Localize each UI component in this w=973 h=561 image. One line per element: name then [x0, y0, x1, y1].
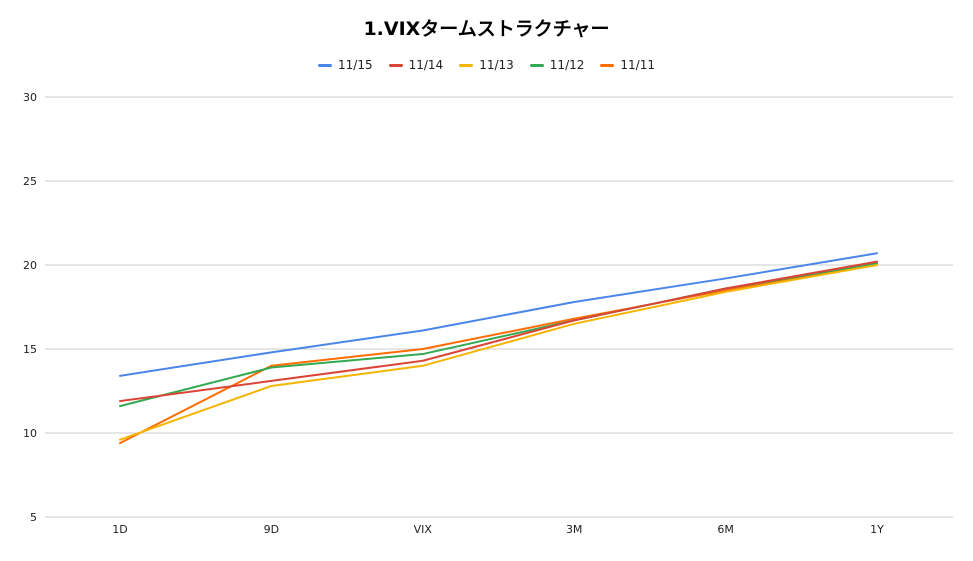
- legend-swatch: [600, 63, 615, 67]
- legend-item: 11/14: [388, 58, 444, 72]
- x-tick-label: VIX: [414, 523, 433, 536]
- y-tick-label: 30: [23, 91, 37, 104]
- legend-swatch: [318, 63, 333, 67]
- legend-item: 11/15: [318, 58, 373, 72]
- y-tick-label: 5: [30, 511, 37, 524]
- y-tick-label: 10: [23, 427, 37, 440]
- legend-label: 11/12: [549, 58, 585, 72]
- legend-swatch: [459, 63, 474, 67]
- series-line: [119, 260, 878, 403]
- x-tick-label: 1Y: [870, 523, 884, 536]
- y-tick-label: 25: [23, 175, 37, 188]
- y-tick-label: 20: [23, 259, 37, 272]
- legend-label: 11/13: [479, 58, 514, 72]
- legend-item: 11/12: [529, 58, 585, 72]
- legend-label: 11/14: [408, 58, 444, 72]
- legend-swatch: [388, 63, 403, 67]
- series-line: [119, 264, 878, 441]
- chart-title: 1.VIXタームストラクチャー: [363, 18, 610, 40]
- series-line: [119, 252, 878, 377]
- series-line: [119, 262, 878, 445]
- x-tick-label: 1D: [112, 523, 127, 536]
- chart-legend: 11/15 11/14 11/13 11/12 11/11: [0, 58, 973, 72]
- legend-swatch: [529, 63, 544, 67]
- y-tick-label: 15: [23, 343, 37, 356]
- x-tick-label: 6M: [717, 523, 734, 536]
- legend-item: 11/13: [459, 58, 514, 72]
- x-tick-label: 9D: [264, 523, 279, 536]
- x-tick-label: 3M: [566, 523, 583, 536]
- legend-label: 11/11: [620, 58, 655, 72]
- legend-item: 11/11: [600, 58, 655, 72]
- legend-label: 11/15: [338, 58, 373, 72]
